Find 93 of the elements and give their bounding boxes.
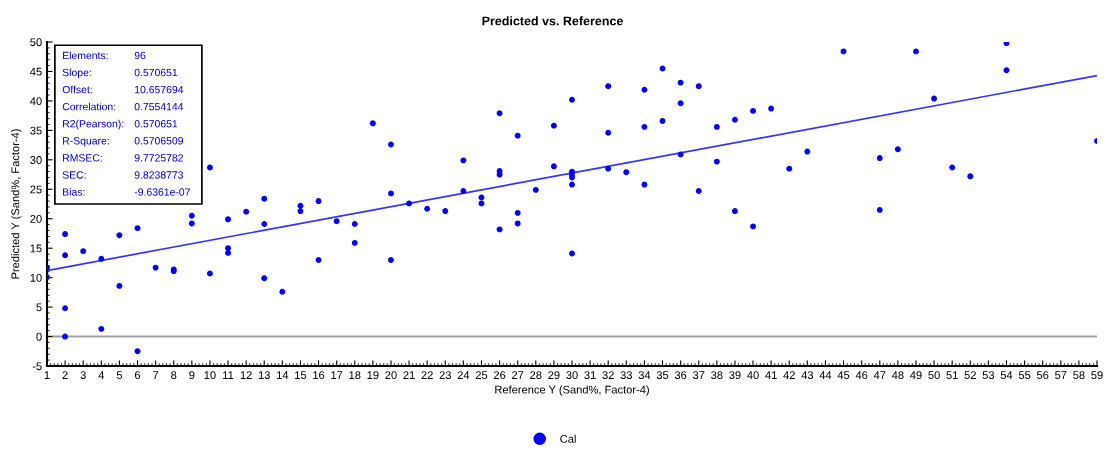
x-tick-label: 2	[62, 371, 68, 379]
y-tick-label: 45	[30, 67, 42, 76]
annotation: RMSEC:	[63, 154, 102, 162]
x-tick-label: 11	[223, 371, 234, 379]
x-tick-label: 18	[349, 371, 361, 380]
x-tick-label: 49	[910, 371, 922, 380]
x-tick-label: 33	[620, 371, 632, 380]
x-tick-label: 56	[1036, 371, 1049, 380]
x-tick-label: 58	[1073, 371, 1085, 380]
x-tick-label: 12	[240, 371, 252, 379]
x-tick-label: 30	[566, 371, 578, 380]
x-tick-label: 10	[204, 371, 216, 380]
x-tick-label: 44	[819, 371, 832, 379]
x-tick-label: 41	[765, 371, 777, 379]
annotation: 0.5706509	[134, 137, 183, 145]
x-tick-label: 9	[189, 371, 195, 380]
y-tick-label: -5	[32, 362, 42, 371]
x-tick-label: 47	[873, 371, 886, 379]
x-tick-label: 37	[692, 371, 705, 380]
annotation: Correlation:	[62, 102, 116, 111]
annotation: 0.570651	[134, 120, 178, 128]
x-tick-label: 57	[1055, 371, 1067, 380]
x-tick-label: 24	[457, 371, 470, 379]
y-tick-label: 40	[30, 97, 42, 106]
x-tick-label: 20	[385, 371, 397, 380]
annotation: 9.8238773	[134, 171, 184, 179]
annotation: 0.7554144	[134, 102, 184, 111]
annotation: Bias:	[63, 188, 85, 196]
x-tick-label: 23	[439, 371, 451, 380]
annotation: R-Square:	[63, 137, 109, 147]
annotation: Elements:	[63, 51, 108, 60]
annotation: 96	[134, 51, 146, 60]
x-tick-label: 3	[80, 371, 86, 380]
x-tick-label: 53	[982, 371, 995, 380]
annotation: -9.6361e-07	[134, 188, 190, 196]
y-tick-label: 50	[30, 38, 42, 47]
x-tick-label: 43	[801, 371, 814, 380]
x-tick-label: 8	[171, 371, 177, 380]
x-tick-label: 5	[116, 371, 123, 380]
x-tick-label: 22	[421, 371, 433, 379]
x-tick-label: 46	[855, 371, 868, 380]
x-tick-label: 7	[153, 371, 159, 379]
annotation: R2(Pearson):	[63, 119, 124, 130]
x-tick-label: 21	[403, 371, 415, 379]
x-tick-label: 26	[493, 371, 506, 380]
legend-label: Cal	[560, 434, 576, 443]
x-tick-label: 34	[638, 371, 651, 380]
x-tick-label: 48	[891, 371, 904, 380]
y-tick-label: 15	[30, 244, 42, 253]
x-tick-label: 16	[313, 371, 325, 380]
x-tick-label: 42	[783, 371, 795, 379]
y-tick-label: 5	[36, 303, 42, 312]
annotation: 0.570651	[134, 68, 178, 77]
y-tick-label: 35	[30, 126, 42, 135]
x-tick-label: 45	[837, 371, 850, 380]
x-tick-label: 59	[1091, 371, 1103, 380]
x-tick-label: 36	[674, 371, 687, 380]
y-tick-label: 10	[30, 273, 42, 282]
x-tick-label: 35	[656, 371, 669, 380]
x-tick-label: 50	[928, 371, 940, 380]
y-tick-label: 20	[30, 214, 42, 223]
x-tick-label: 54	[1000, 371, 1013, 380]
x-tick-label: 40	[747, 371, 759, 380]
annotation: SEC:	[62, 171, 86, 179]
x-tick-label: 19	[367, 371, 379, 380]
y-tick-label: 25	[30, 185, 42, 194]
x-tick-label: 6	[134, 371, 141, 380]
x-tick-label: 13	[258, 371, 270, 380]
annotation: Offset:	[62, 85, 92, 94]
annotation: 10.657694	[135, 85, 184, 94]
x-axis-title: Reference Y (Sand%, Factor-4)	[495, 385, 649, 396]
x-tick-label: 38	[711, 371, 723, 380]
x-tick-label: 55	[1018, 371, 1031, 380]
x-tick-label: 15	[295, 371, 307, 380]
x-tick-label: 32	[602, 371, 614, 380]
x-tick-label: 25	[475, 371, 488, 380]
y-axis-title: Predicted Y (Sand%, Factor-4)	[11, 129, 22, 279]
y-tick-label: 30	[30, 156, 42, 164]
chart-title: Predicted vs. Reference	[482, 16, 623, 26]
x-tick-label: 29	[548, 371, 560, 380]
annotation: 9.7725782	[134, 154, 183, 162]
x-tick-label: 14	[277, 371, 289, 379]
x-tick-label: 39	[729, 371, 741, 380]
x-tick-label: 4	[98, 371, 105, 379]
annotation: Slope:	[62, 68, 91, 79]
x-tick-label: 17	[331, 371, 343, 379]
x-tick-label: 1	[44, 371, 50, 379]
x-tick-label: 52	[964, 371, 976, 380]
x-tick-label: 31	[584, 371, 596, 380]
x-tick-label: 27	[512, 371, 524, 379]
y-tick-label: 0	[36, 332, 42, 341]
x-tick-label: 28	[530, 371, 542, 380]
x-tick-label: 51	[946, 371, 958, 380]
